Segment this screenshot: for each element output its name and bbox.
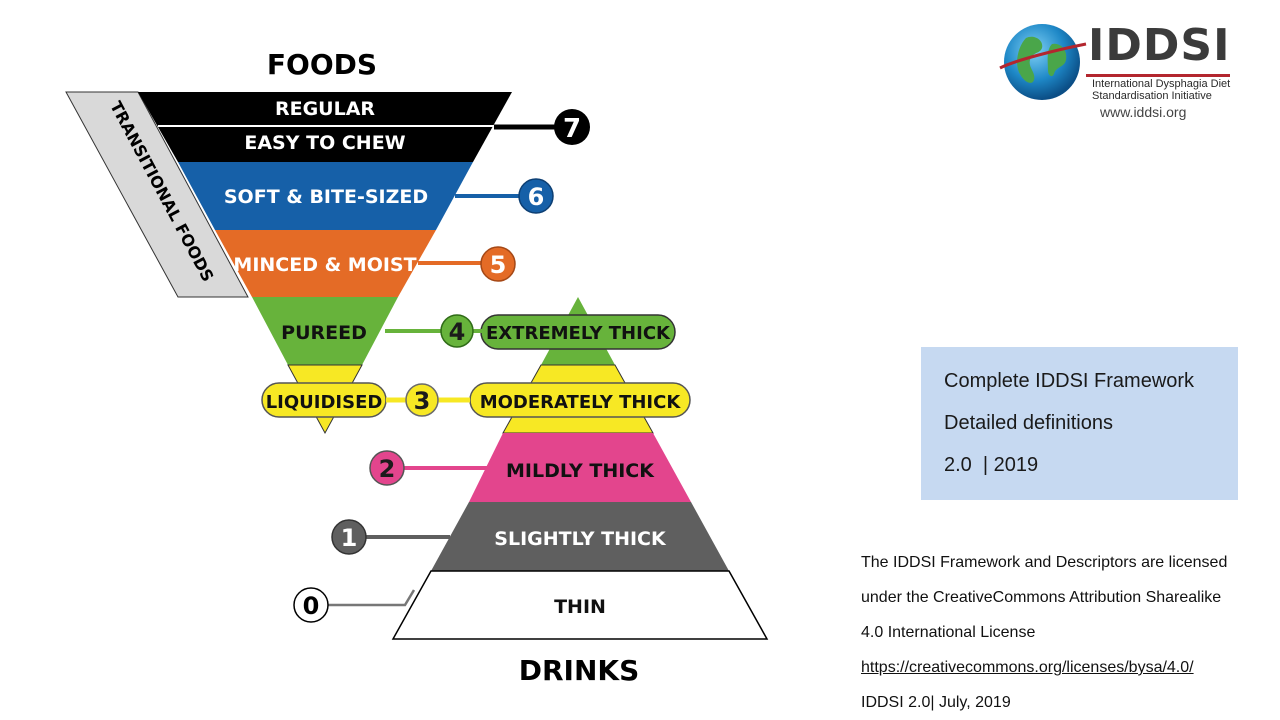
- info-line-3: 2.0 | 2019: [944, 454, 1039, 476]
- level-7-circle: [554, 109, 590, 145]
- level-0-circle: [293, 587, 329, 623]
- level-4-foods-band: [252, 297, 398, 365]
- minced-moist-label: MINCED & MOIST: [233, 254, 416, 276]
- license-line-3: 4.0 International License: [861, 624, 1036, 641]
- level-4-number: 4: [449, 318, 466, 346]
- logo-wordmark: IDDSI: [1088, 20, 1231, 71]
- level-2-circle: [369, 450, 405, 486]
- level-5-circle: [480, 246, 516, 282]
- level-1-band: [431, 502, 729, 571]
- level-5-number: 5: [490, 251, 507, 279]
- drinks-title: DRINKS: [519, 654, 640, 687]
- license-line-1: The IDDSI Framework and Descriptors are …: [861, 554, 1228, 571]
- logo-subtitle: International Dysphagia Diet Standardisa…: [1092, 78, 1242, 102]
- level-3-number: 3: [414, 387, 431, 415]
- level-2-number: 2: [379, 455, 396, 483]
- logo-url: www.iddsi.org: [1100, 104, 1187, 120]
- logo-subtitle-line2: Standardisation Initiative: [1092, 90, 1212, 102]
- slightly-thick-label: SLIGHTLY THICK: [494, 528, 667, 550]
- regular-label: REGULAR: [275, 98, 375, 120]
- framework-info-box: Complete IDDSI Framework Detailed defini…: [921, 347, 1238, 500]
- transitional-foods-band: [65, 91, 249, 298]
- license-link[interactable]: https://creativecommons.org/licenses/bys…: [861, 659, 1194, 676]
- pureed-label: PUREED: [281, 322, 367, 344]
- level-6-band: [178, 162, 473, 230]
- logo-subtitle-line1: International Dysphagia Diet: [1092, 78, 1231, 90]
- level-6-circle: [518, 178, 554, 214]
- globe-icon: [999, 24, 1087, 100]
- license-line-2: under the CreativeCommons Attribution Sh…: [861, 589, 1222, 606]
- mildly-thick-label: MILDLY THICK: [506, 460, 655, 482]
- soft-bite-sized-label: SOFT & BITE-SIZED: [224, 186, 428, 208]
- level-3-circle: [405, 383, 439, 417]
- moderately-thick-label: MODERATELY THICK: [480, 392, 682, 413]
- info-line-2: Detailed definitions: [944, 412, 1113, 434]
- level-5-band: [215, 230, 436, 297]
- level-7-number: 7: [563, 114, 581, 144]
- level-1-number: 1: [341, 524, 358, 552]
- foods-title: FOODS: [267, 48, 377, 81]
- extremely-thick-label: EXTREMELY THICK: [486, 323, 671, 344]
- logo-underline: [1086, 74, 1230, 77]
- license-block: The IDDSI Framework and Descriptors are …: [861, 545, 1276, 720]
- info-line-1: Complete IDDSI Framework: [944, 370, 1195, 392]
- license-footer: IDDSI 2.0| July, 2019: [861, 694, 1011, 711]
- connector-0: [327, 589, 416, 607]
- level-2-band: [469, 433, 691, 502]
- level-6-number: 6: [528, 183, 545, 211]
- level-0-band: [391, 570, 769, 640]
- level-4-circle: [440, 314, 474, 348]
- level-1-circle: [331, 519, 367, 555]
- liquidised-label: LIQUIDISED: [266, 392, 383, 413]
- iddsi-logo: IDDSI International Dysphagia Diet Stand…: [996, 18, 1246, 128]
- easy-to-chew-label: EASY TO CHEW: [244, 132, 405, 154]
- thin-label: THIN: [554, 596, 606, 618]
- level-0-number: 0: [303, 592, 320, 620]
